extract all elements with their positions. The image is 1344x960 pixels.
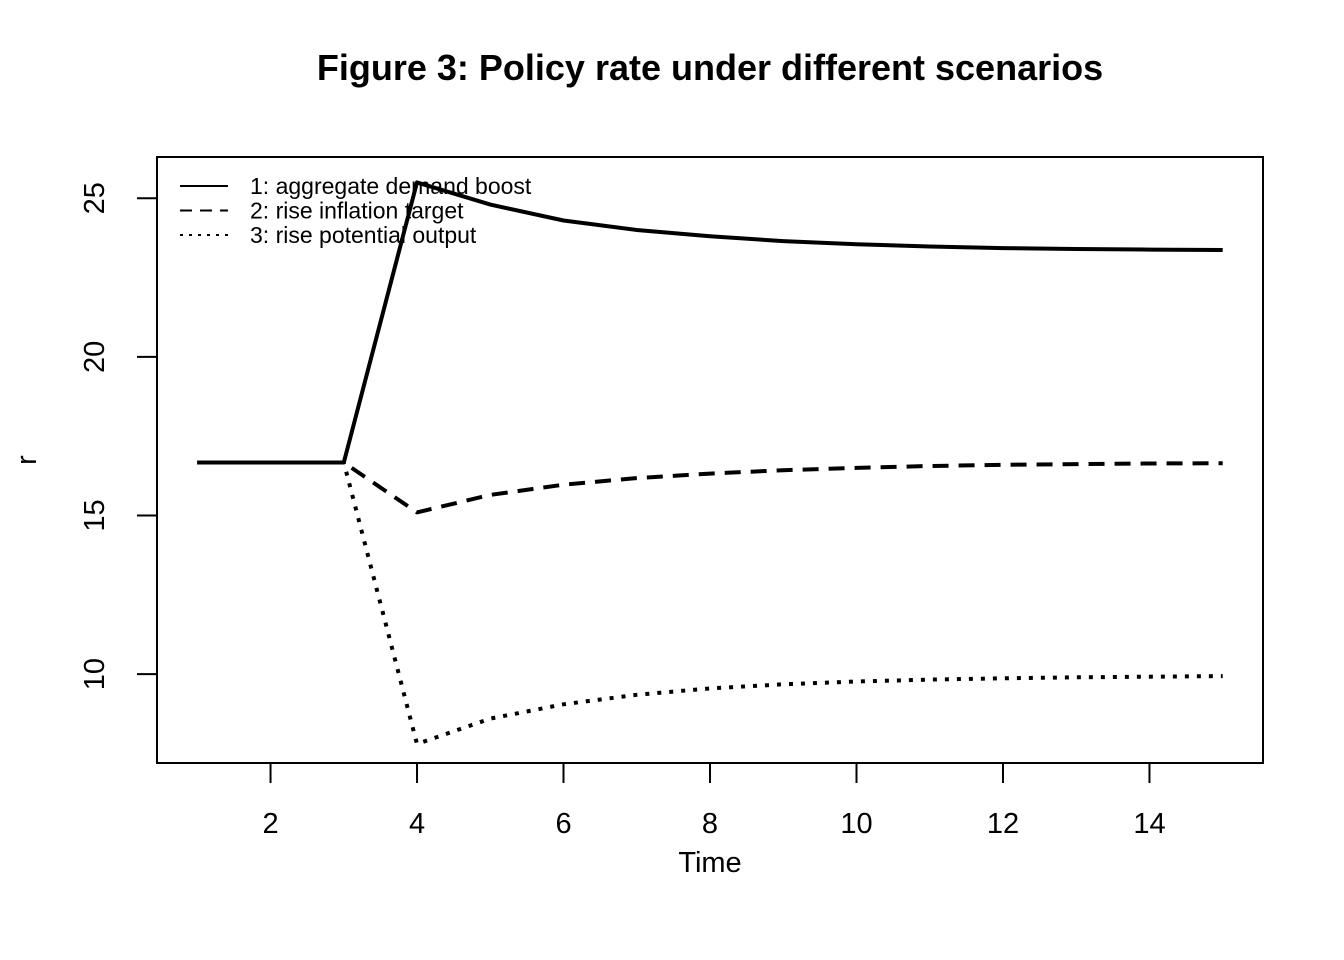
x-axis-label: Time bbox=[678, 847, 741, 879]
legend-label-2: 2: rise inflation target bbox=[250, 198, 464, 224]
chart-title: Figure 3: Policy rate under different sc… bbox=[317, 47, 1103, 88]
x-tick-label: 6 bbox=[555, 808, 571, 840]
series-layer bbox=[197, 180, 1223, 746]
y-tick-label: 20 bbox=[79, 341, 111, 373]
series-line-1 bbox=[197, 180, 1223, 465]
x-tick-label: 14 bbox=[1133, 808, 1165, 840]
x-tick-label: 12 bbox=[987, 808, 1019, 840]
x-tick-label: 2 bbox=[262, 808, 278, 840]
y-axis-label: r bbox=[11, 455, 43, 465]
x-tick-label: 10 bbox=[840, 808, 872, 840]
y-tick-label: 25 bbox=[79, 182, 111, 214]
x-tick-label: 8 bbox=[702, 808, 718, 840]
legend-label-1: 1: aggregate demand boost bbox=[250, 173, 532, 199]
x-axis: 2 4 6 8 10 12 14 bbox=[262, 762, 1166, 840]
legend-label-3: 3: rise potential output bbox=[250, 222, 477, 248]
series-line-3 bbox=[197, 460, 1223, 746]
y-axis: 10 15 20 25 bbox=[79, 182, 158, 690]
series-line-2 bbox=[197, 460, 1223, 515]
x-tick-label: 4 bbox=[409, 808, 425, 840]
y-tick-label: 15 bbox=[79, 499, 111, 531]
y-tick-label: 10 bbox=[79, 658, 111, 690]
